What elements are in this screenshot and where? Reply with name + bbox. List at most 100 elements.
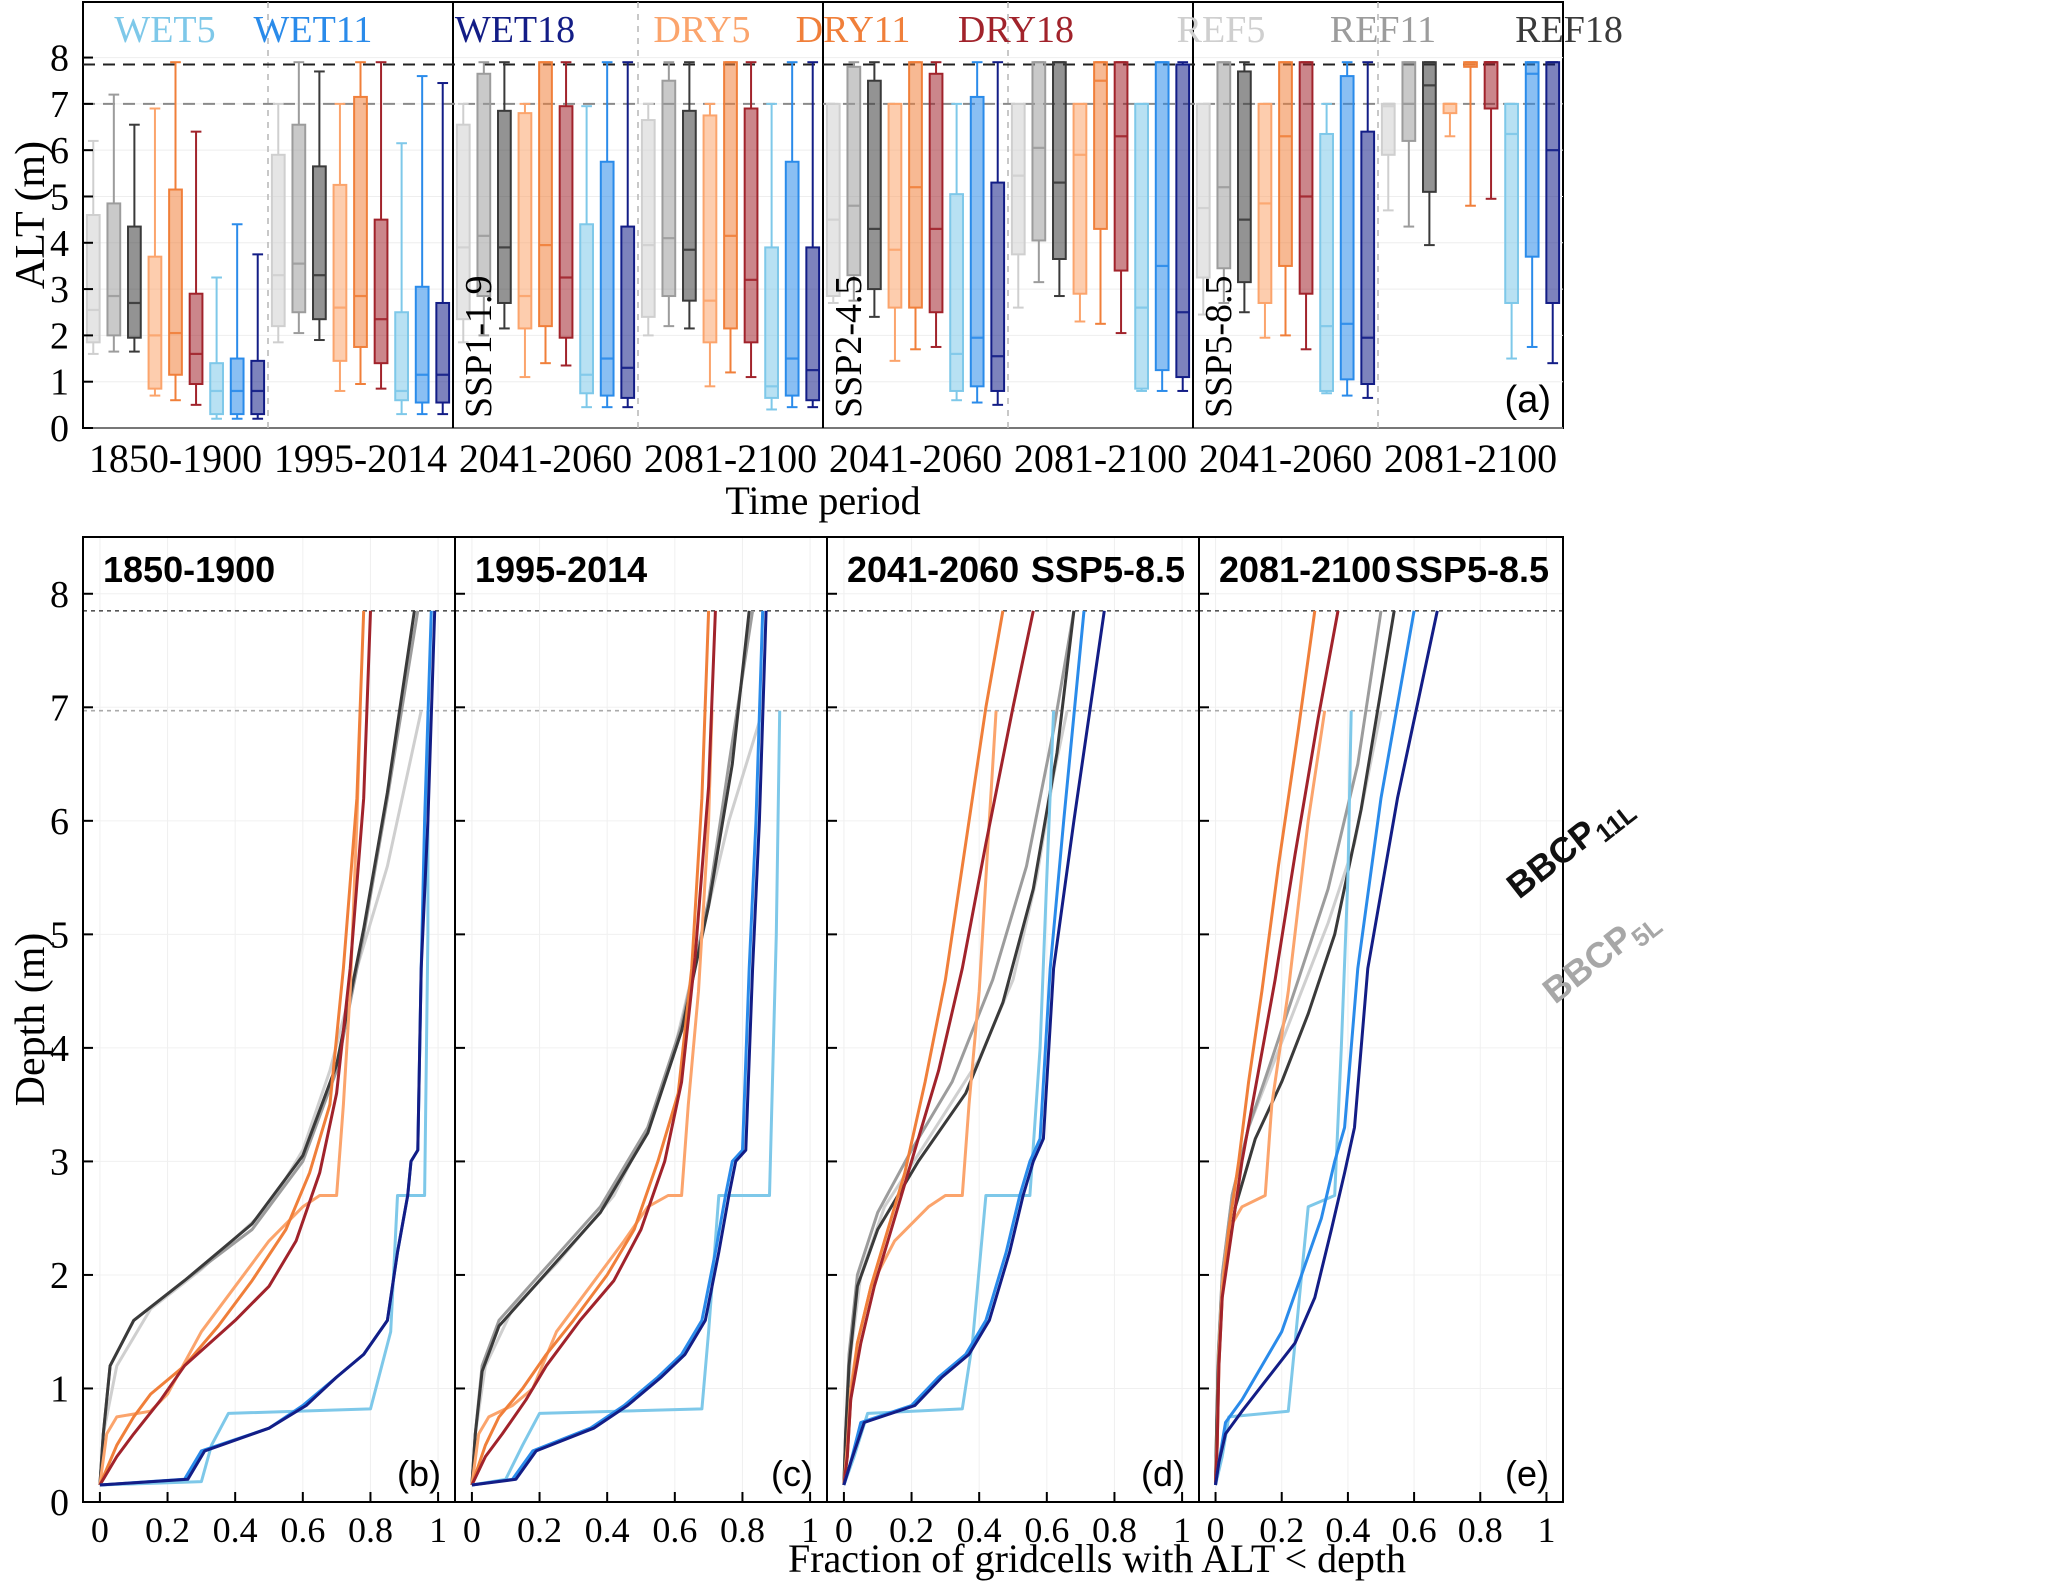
- box-iqr: [291, 123, 307, 314]
- box-iqr: [1524, 61, 1540, 258]
- panel-d-cdf: 0 0.2 0.4 0.6 0.8 1 2041-2060 SSP5-8.5 (d): [826, 536, 1200, 1550]
- boxplot-REF5: [825, 102, 841, 304]
- legend-entry-ref11: REF11: [1330, 9, 1436, 51]
- panel-title: 2041-2060: [847, 549, 1019, 590]
- series-line-dry11: [98, 610, 366, 1486]
- series-line-wet18: [471, 610, 768, 1487]
- boxplot-DRY11: [908, 61, 923, 351]
- series-line-ref18: [470, 610, 751, 1486]
- panel-scenario: SSP5-8.5: [1395, 549, 1549, 590]
- box-iqr: [476, 72, 492, 298]
- x-tick-label: 0.4: [1325, 1510, 1370, 1550]
- box-iqr: [682, 109, 697, 302]
- series-line-wet11: [1214, 610, 1416, 1486]
- boxplot-WET11: [414, 75, 430, 416]
- box-iqr: [1422, 61, 1437, 193]
- y-tick-label: 1: [50, 362, 69, 404]
- x-axis-label: Time period: [725, 478, 920, 523]
- box-iqr: [517, 112, 533, 330]
- box-iqr: [702, 114, 718, 344]
- box-iqr: [1093, 61, 1108, 230]
- boxplot-REF18: [497, 61, 512, 330]
- x-tick-label: 0: [91, 1510, 109, 1550]
- y-tick-label: 3: [50, 269, 69, 311]
- boxplot-WET18: [620, 61, 636, 409]
- boxplot-REF11: [476, 61, 492, 337]
- series-line-wet5: [471, 710, 782, 1487]
- x-tick-label: 0.6: [1392, 1510, 1437, 1550]
- box-iqr: [908, 61, 923, 309]
- legend-entry-ref5: REF5: [1177, 9, 1266, 51]
- legend-entry-dry11: DRY11: [796, 9, 911, 51]
- x-tick-label: 1850-1900: [89, 436, 262, 481]
- box-iqr: [332, 183, 348, 362]
- box-iqr: [1237, 70, 1252, 284]
- y-tick-label: 5: [50, 176, 69, 218]
- box-iqr: [1483, 61, 1499, 110]
- box-iqr: [928, 72, 944, 314]
- x-tick-label: 0.2: [517, 1510, 562, 1550]
- boxplot-REF5: [640, 102, 656, 337]
- x-tick-label: 1: [1173, 1510, 1191, 1550]
- boxplot-REF11: [1216, 61, 1232, 304]
- box-iqr: [990, 181, 1006, 392]
- series-line-dry18: [1214, 610, 1340, 1486]
- boxplot-DRY18: [188, 130, 204, 406]
- x-tick-label: 2041-2060: [829, 436, 1002, 481]
- boxplot-REF11: [661, 61, 677, 328]
- boxplot-REF18: [682, 61, 697, 330]
- box-iqr: [1154, 61, 1170, 372]
- panel-label: (e): [1505, 1453, 1549, 1494]
- x-tick-label: 0.6: [280, 1510, 325, 1550]
- box-iqr: [353, 95, 368, 348]
- panel-title: 2081-2100: [1219, 549, 1391, 590]
- boxplot-REF18: [127, 123, 142, 353]
- x-tick-label: 0.2: [145, 1510, 190, 1550]
- box-iqr: [455, 123, 471, 321]
- plot-frame: [1198, 536, 1564, 1503]
- y-tick-label: 8: [50, 574, 69, 616]
- boxplot-WET5: [1319, 102, 1334, 395]
- legend-entry-wet5: WET5: [114, 9, 215, 51]
- series-line-dry11: [470, 610, 711, 1486]
- boxplot-WET11: [1524, 61, 1540, 348]
- boxplot-REF18: [312, 70, 327, 342]
- boxplot-REF5: [455, 102, 471, 344]
- boxplot-DRY5: [332, 102, 348, 392]
- y-tick-label: 3: [50, 1141, 69, 1183]
- boxplot-DRY5: [702, 102, 718, 388]
- box-iqr: [1442, 102, 1458, 115]
- boxplot-WET18: [435, 82, 451, 416]
- box-iqr: [1216, 61, 1232, 270]
- box-iqr: [867, 79, 882, 291]
- y-tick-label: 2: [50, 1255, 69, 1297]
- y-tick-label: 5: [50, 914, 69, 956]
- box-iqr: [723, 61, 738, 330]
- y-tick-label: 7: [50, 84, 69, 126]
- x-tick-label: 0.4: [213, 1510, 258, 1550]
- series-line-dry18: [98, 610, 372, 1486]
- legend-entry-wet18: WET18: [455, 9, 575, 51]
- box-iqr: [1134, 102, 1149, 390]
- legend-entry-wet11: WET11: [254, 9, 373, 51]
- boxplot-WET5: [1504, 102, 1519, 360]
- box-iqr: [887, 102, 903, 309]
- boxplot-REF5: [270, 102, 286, 344]
- box-iqr: [229, 357, 245, 416]
- boxplot-REF11: [106, 93, 122, 353]
- series-line-dry5: [98, 710, 362, 1486]
- box-iqr: [85, 214, 101, 344]
- box-iqr: [620, 225, 636, 399]
- box-iqr: [312, 165, 327, 321]
- box-iqr: [188, 292, 204, 386]
- box-iqr: [127, 225, 142, 339]
- scenario-label: SSP5-8.5: [1198, 275, 1240, 418]
- y-tick-label: 8: [50, 38, 69, 80]
- boxplot-DRY11: [723, 61, 738, 374]
- x-tick-label: 0.6: [1024, 1510, 1069, 1550]
- box-iqr: [599, 160, 615, 397]
- boxplot-DRY18: [928, 61, 944, 348]
- boxplot-DRY5: [517, 102, 533, 379]
